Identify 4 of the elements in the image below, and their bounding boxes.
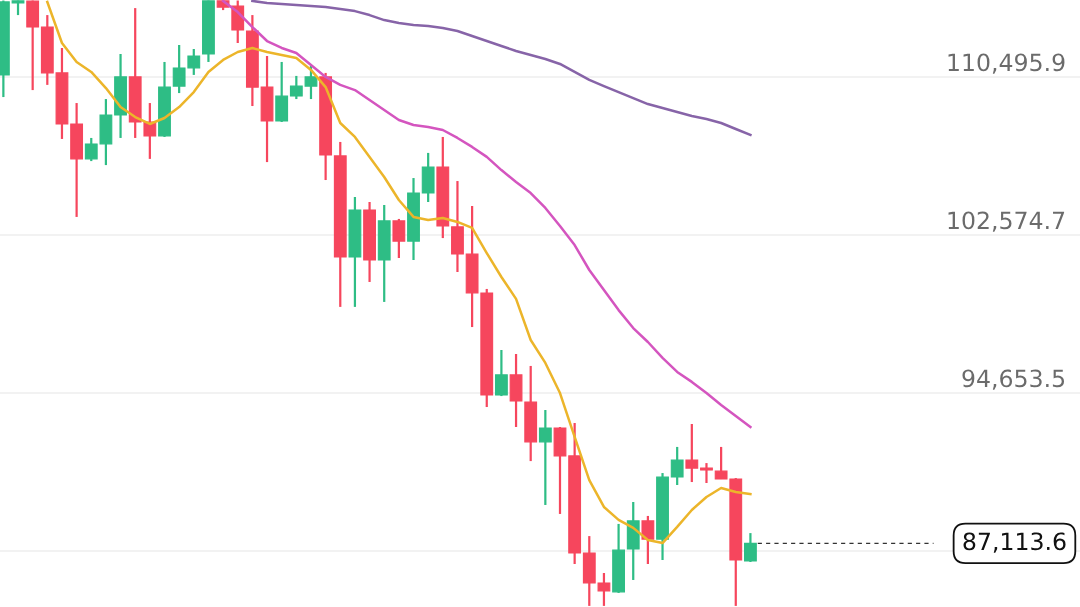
y-tick-label: 102,574.7 (948, 211, 1065, 232)
y-tick-label: 110,495.9 (948, 53, 1065, 74)
y-tick-label: 94,653.5 (962, 369, 1065, 390)
ref-line-label: 87,113.6 (963, 532, 1066, 553)
